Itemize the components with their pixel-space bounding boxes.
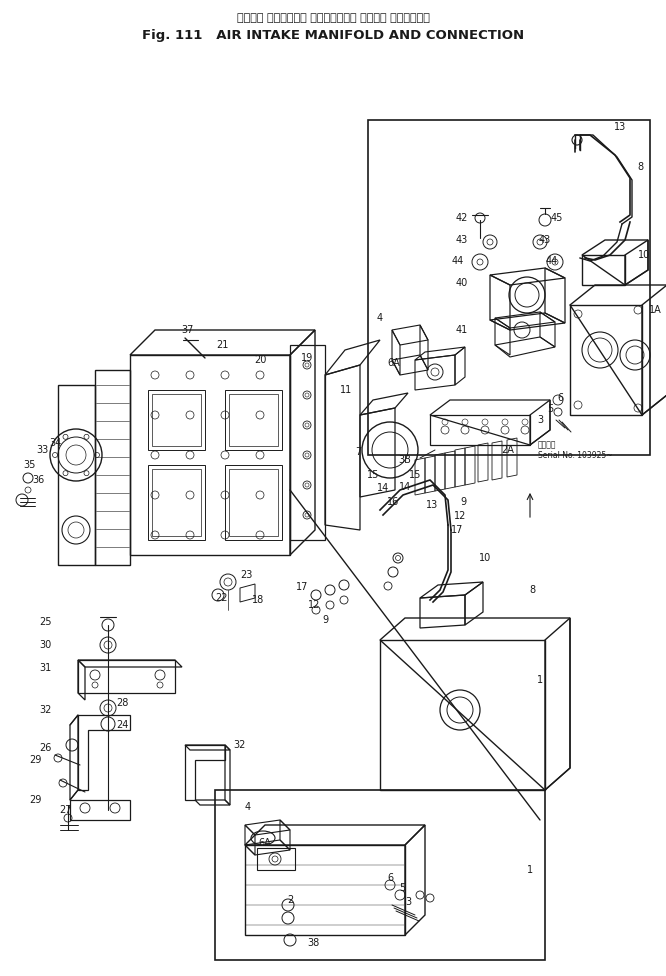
Text: 6: 6 (557, 393, 563, 403)
Text: 3B: 3B (398, 455, 412, 465)
Text: 4: 4 (245, 802, 251, 812)
Text: 30: 30 (39, 640, 51, 650)
Text: 29: 29 (29, 795, 41, 805)
Text: 21: 21 (216, 340, 228, 350)
Text: 38: 38 (307, 938, 319, 948)
Text: 6: 6 (387, 873, 393, 883)
Text: 5: 5 (547, 404, 553, 414)
Text: 1: 1 (537, 675, 543, 685)
Text: 12: 12 (454, 511, 466, 521)
Text: 適用号番: 適用号番 (538, 440, 557, 450)
Text: 43: 43 (539, 235, 551, 245)
Text: 11: 11 (340, 385, 352, 395)
Text: 41: 41 (456, 325, 468, 335)
Text: 9: 9 (322, 615, 328, 625)
Text: 4: 4 (377, 313, 383, 323)
Text: 32: 32 (234, 740, 246, 750)
Text: 8: 8 (529, 585, 535, 595)
Text: 17: 17 (296, 582, 308, 592)
Text: 35: 35 (24, 460, 36, 470)
Text: エアー　 インテーク　 マニホールド　 および　 コネクション: エアー インテーク マニホールド および コネクション (236, 13, 430, 23)
Text: 13: 13 (426, 500, 438, 510)
Text: 27: 27 (59, 805, 71, 815)
Text: 26: 26 (39, 743, 51, 753)
Text: 17: 17 (451, 525, 463, 535)
Text: 10: 10 (638, 250, 650, 260)
Text: 18: 18 (252, 595, 264, 605)
Text: 44: 44 (452, 256, 464, 266)
Text: 5: 5 (399, 883, 405, 893)
Text: 36: 36 (32, 475, 44, 485)
Text: 44: 44 (546, 256, 558, 266)
Text: 8: 8 (637, 162, 643, 172)
Text: Fig. 111   AIR INTAKE MANIFOLD AND CONNECTION: Fig. 111 AIR INTAKE MANIFOLD AND CONNECT… (142, 29, 524, 43)
Text: 10: 10 (479, 553, 491, 563)
Text: 23: 23 (240, 570, 252, 580)
Text: 28: 28 (116, 698, 128, 708)
Text: 33: 33 (36, 445, 48, 455)
Text: 32: 32 (39, 705, 51, 715)
Text: 1A: 1A (649, 305, 661, 315)
Text: 6A: 6A (258, 838, 271, 848)
Text: 24: 24 (116, 720, 128, 730)
Text: 40: 40 (456, 278, 468, 288)
Text: 37: 37 (180, 325, 193, 335)
Text: Serial No. 103925~: Serial No. 103925~ (538, 452, 613, 461)
Text: 12: 12 (308, 600, 320, 610)
Text: 25: 25 (39, 617, 51, 627)
Text: 15: 15 (367, 470, 379, 480)
Text: 3: 3 (537, 415, 543, 425)
Text: 2: 2 (287, 895, 293, 905)
Text: 16: 16 (387, 497, 399, 507)
Text: 9: 9 (460, 497, 466, 507)
Text: 7: 7 (355, 447, 361, 457)
Text: 14: 14 (399, 482, 411, 492)
Text: 29: 29 (29, 755, 41, 765)
Text: 34: 34 (49, 438, 61, 448)
Text: 13: 13 (614, 122, 626, 132)
Text: 20: 20 (254, 355, 266, 365)
Text: 2A: 2A (501, 445, 514, 455)
Text: 3: 3 (405, 897, 411, 907)
Text: 6A: 6A (388, 358, 400, 368)
Text: 1: 1 (527, 865, 533, 875)
Text: 14: 14 (377, 483, 389, 493)
Text: 22: 22 (216, 593, 228, 603)
Text: 31: 31 (39, 663, 51, 673)
Text: 15: 15 (409, 470, 421, 480)
Text: 43: 43 (456, 235, 468, 245)
Text: 19: 19 (301, 353, 313, 363)
Text: 42: 42 (456, 213, 468, 223)
Text: 45: 45 (551, 213, 563, 223)
